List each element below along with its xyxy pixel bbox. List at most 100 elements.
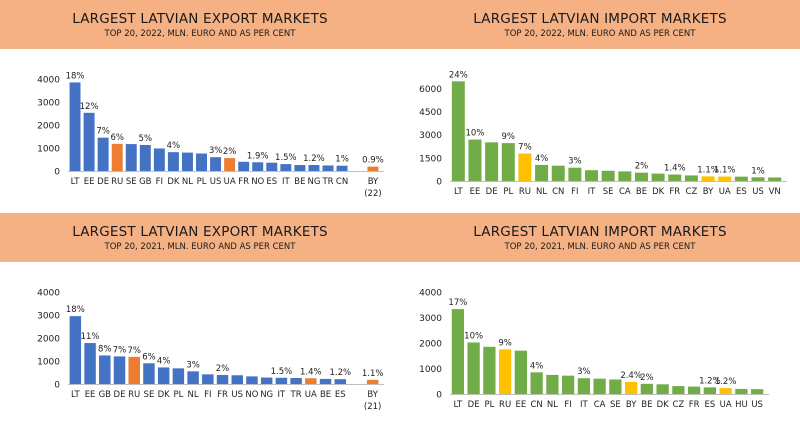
x-tick-label: LT bbox=[71, 177, 81, 187]
data-label: 0.9% bbox=[362, 156, 384, 166]
import-bar-plot-2022: 0 1500 3000 4500 6000 LT 24% EE 10% DE PL 9% RU 7% NL 4… bbox=[419, 70, 787, 197]
x-tick-label: UA bbox=[720, 400, 732, 410]
bar-nl bbox=[535, 164, 549, 181]
data-label: 5% bbox=[139, 134, 153, 144]
x-tick-label: ES bbox=[335, 390, 346, 400]
bar-pl bbox=[483, 346, 496, 394]
bar-ru bbox=[518, 153, 532, 181]
x-tick-label: DE bbox=[97, 177, 109, 187]
y-tick-label: 0 bbox=[54, 381, 60, 391]
bar-dk bbox=[656, 384, 669, 394]
y-tick-label: 4000 bbox=[37, 289, 60, 299]
data-label: 4% bbox=[167, 141, 181, 151]
data-label: 11% bbox=[81, 332, 100, 342]
x-tick-label: NG bbox=[307, 177, 320, 187]
x-tick-label: ES bbox=[704, 400, 715, 410]
bar-pl bbox=[501, 143, 515, 181]
bar-it bbox=[585, 170, 599, 181]
x-tick-label: PL bbox=[503, 187, 513, 197]
bar-us bbox=[751, 177, 765, 181]
bar-se bbox=[601, 170, 615, 181]
data-label: 1.1% bbox=[697, 165, 719, 175]
data-label: 18% bbox=[66, 71, 85, 81]
x-tick-label: HU bbox=[735, 400, 748, 410]
bar-ee bbox=[514, 350, 528, 394]
data-label: 9% bbox=[498, 338, 512, 348]
bar-dk bbox=[167, 152, 179, 171]
bar-tr bbox=[290, 378, 302, 384]
x-tick-sublabel: (22) bbox=[364, 189, 381, 199]
bar-by bbox=[701, 176, 715, 181]
export-chart-2021: LARGEST LATVIAN EXPORT MARKETS TOP 20, 2… bbox=[0, 213, 400, 425]
bar-nl bbox=[187, 371, 199, 384]
bar-ng bbox=[260, 377, 273, 384]
bar-es bbox=[734, 176, 748, 181]
bar-de bbox=[113, 356, 126, 384]
x-tick-label: IT bbox=[580, 400, 589, 410]
x-tick-label: SE bbox=[126, 177, 137, 187]
data-label: 2% bbox=[635, 162, 649, 172]
bar-ua bbox=[718, 176, 732, 181]
x-tick-label: BY bbox=[626, 400, 637, 410]
bar-se bbox=[125, 144, 137, 171]
bar-pl bbox=[172, 368, 185, 384]
x-tick-label: PL bbox=[484, 400, 494, 410]
bar-fi bbox=[568, 167, 582, 181]
bar-us bbox=[231, 375, 243, 384]
bar-no bbox=[252, 162, 264, 171]
data-label: 6% bbox=[110, 133, 124, 143]
data-label: 1.4% bbox=[664, 164, 686, 174]
bar-lt bbox=[451, 309, 465, 394]
y-tick-label: 2000 bbox=[419, 340, 442, 350]
bar-se bbox=[143, 363, 155, 384]
bar-it bbox=[577, 378, 591, 394]
x-tick-label: BY bbox=[703, 187, 714, 197]
bar-it bbox=[275, 377, 288, 384]
x-tick-label: FR bbox=[669, 187, 680, 197]
x-tick-label: IT bbox=[588, 187, 597, 197]
data-label: 9% bbox=[502, 132, 516, 142]
chart-title: LARGEST LATVIAN IMPORT MARKETS bbox=[473, 11, 727, 27]
data-label: 1.9% bbox=[247, 151, 269, 161]
bar-cn bbox=[336, 165, 348, 171]
x-tick-label: NL bbox=[547, 400, 558, 410]
x-tick-label: RU bbox=[111, 177, 123, 187]
x-tick-label: EE bbox=[85, 390, 96, 400]
y-tick-label: 2000 bbox=[37, 122, 60, 132]
data-label: 10% bbox=[464, 331, 483, 341]
x-tick-label: BY bbox=[367, 390, 378, 400]
x-tick-label: FI bbox=[564, 400, 571, 410]
bar-lt bbox=[451, 81, 465, 181]
bar-cn bbox=[551, 165, 565, 181]
data-label: 10% bbox=[466, 129, 485, 139]
chart-title: LARGEST LATVIAN IMPORT MARKETS bbox=[473, 224, 727, 240]
data-label: 4% bbox=[535, 154, 549, 164]
bar-nl bbox=[181, 152, 193, 171]
x-tick-label: RU bbox=[499, 400, 511, 410]
x-tick-label: CA bbox=[619, 187, 631, 197]
x-tick-label: LT bbox=[454, 187, 464, 197]
x-tick-label: BE bbox=[636, 187, 647, 197]
data-label: 1.2% bbox=[303, 154, 325, 164]
bar-nl bbox=[546, 374, 559, 394]
bar-ee bbox=[83, 112, 95, 171]
x-tick-label: VN bbox=[769, 187, 781, 197]
data-label: 7% bbox=[518, 142, 532, 152]
bar-us bbox=[750, 389, 764, 394]
x-tick-label: CA bbox=[594, 400, 606, 410]
data-label: 3% bbox=[209, 146, 223, 156]
bar-fr bbox=[668, 174, 682, 181]
x-tick-label: IT bbox=[278, 390, 287, 400]
chart-header: LARGEST LATVIAN IMPORT MARKETS TOP 20, 2… bbox=[400, 0, 800, 49]
bar-be bbox=[640, 383, 654, 394]
y-tick-label: 3000 bbox=[419, 314, 442, 324]
bar-by bbox=[367, 166, 379, 171]
import-chart-2021: LARGEST LATVIAN IMPORT MARKETS TOP 20, 2… bbox=[400, 213, 800, 425]
bar-ng bbox=[308, 165, 320, 171]
x-tick-label: GB bbox=[99, 390, 112, 400]
data-label: 1% bbox=[335, 155, 349, 165]
y-tick-label: 0 bbox=[436, 178, 442, 188]
data-label: 3% bbox=[186, 360, 200, 370]
data-label: 7% bbox=[96, 127, 110, 137]
bar-fi bbox=[153, 148, 165, 171]
